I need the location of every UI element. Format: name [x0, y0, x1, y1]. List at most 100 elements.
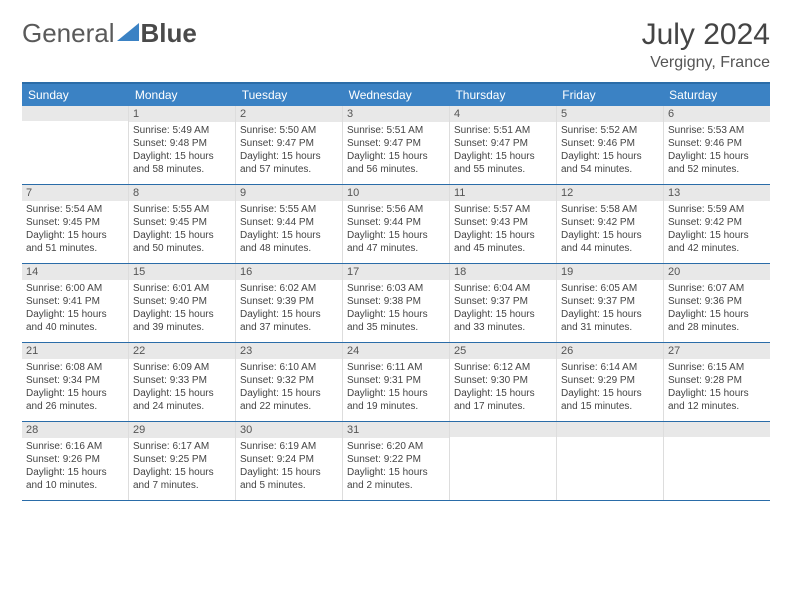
cell-line: Daylight: 15 hours and 55 minutes. — [454, 150, 552, 176]
cell-line: Daylight: 15 hours and 22 minutes. — [240, 387, 338, 413]
cell-line: Daylight: 15 hours and 42 minutes. — [668, 229, 766, 255]
cell-line: Daylight: 15 hours and 7 minutes. — [133, 466, 231, 492]
cell-line: Daylight: 15 hours and 40 minutes. — [26, 308, 124, 334]
location-text: Vergigny, France — [642, 54, 770, 72]
cell-line: Daylight: 15 hours and 44 minutes. — [561, 229, 659, 255]
cell-line: Sunrise: 5:49 AM — [133, 124, 231, 137]
day-number: 28 — [22, 422, 128, 438]
day-number: 5 — [557, 106, 663, 122]
cell-body — [664, 437, 770, 443]
calendar-cell — [664, 422, 770, 500]
cell-body: Sunrise: 6:10 AMSunset: 9:32 PMDaylight:… — [236, 359, 342, 417]
calendar: SundayMondayTuesdayWednesdayThursdayFrid… — [22, 82, 770, 501]
cell-line: Sunset: 9:46 PM — [668, 137, 766, 150]
calendar-cell: 26Sunrise: 6:14 AMSunset: 9:29 PMDayligh… — [557, 343, 664, 421]
cell-line: Daylight: 15 hours and 10 minutes. — [26, 466, 124, 492]
calendar-week: 21Sunrise: 6:08 AMSunset: 9:34 PMDayligh… — [22, 343, 770, 422]
calendar-week: 28Sunrise: 6:16 AMSunset: 9:26 PMDayligh… — [22, 422, 770, 501]
calendar-cell — [450, 422, 557, 500]
page-title: July 2024 — [642, 18, 770, 52]
day-number: 8 — [129, 185, 235, 201]
cell-line: Sunrise: 5:55 AM — [240, 203, 338, 216]
day-number: 9 — [236, 185, 342, 201]
cell-line: Sunrise: 5:51 AM — [347, 124, 445, 137]
cell-line: Daylight: 15 hours and 35 minutes. — [347, 308, 445, 334]
cell-line: Sunset: 9:36 PM — [668, 295, 766, 308]
day-number: 31 — [343, 422, 449, 438]
day-number: 23 — [236, 343, 342, 359]
cell-line: Sunset: 9:42 PM — [561, 216, 659, 229]
cell-line: Sunrise: 5:57 AM — [454, 203, 552, 216]
calendar-cell: 9Sunrise: 5:55 AMSunset: 9:44 PMDaylight… — [236, 185, 343, 263]
cell-body: Sunrise: 6:03 AMSunset: 9:38 PMDaylight:… — [343, 280, 449, 338]
cell-body: Sunrise: 5:51 AMSunset: 9:47 PMDaylight:… — [450, 122, 556, 180]
cell-body — [557, 437, 663, 443]
cell-body: Sunrise: 5:56 AMSunset: 9:44 PMDaylight:… — [343, 201, 449, 259]
cell-body: Sunrise: 6:04 AMSunset: 9:37 PMDaylight:… — [450, 280, 556, 338]
cell-line: Sunset: 9:47 PM — [240, 137, 338, 150]
day-number: 26 — [557, 343, 663, 359]
brand-logo: General Blue — [22, 18, 197, 49]
day-header: Tuesday — [236, 84, 343, 106]
cell-line: Daylight: 15 hours and 12 minutes. — [668, 387, 766, 413]
day-header: Friday — [556, 84, 663, 106]
cell-line: Sunset: 9:48 PM — [133, 137, 231, 150]
day-number: 4 — [450, 106, 556, 122]
cell-line: Sunset: 9:47 PM — [454, 137, 552, 150]
cell-line: Daylight: 15 hours and 58 minutes. — [133, 150, 231, 176]
calendar-cell: 23Sunrise: 6:10 AMSunset: 9:32 PMDayligh… — [236, 343, 343, 421]
calendar-cell: 18Sunrise: 6:04 AMSunset: 9:37 PMDayligh… — [450, 264, 557, 342]
cell-body: Sunrise: 6:01 AMSunset: 9:40 PMDaylight:… — [129, 280, 235, 338]
calendar-cell: 3Sunrise: 5:51 AMSunset: 9:47 PMDaylight… — [343, 106, 450, 184]
cell-line: Daylight: 15 hours and 54 minutes. — [561, 150, 659, 176]
cell-line: Sunrise: 6:05 AM — [561, 282, 659, 295]
calendar-cell: 10Sunrise: 5:56 AMSunset: 9:44 PMDayligh… — [343, 185, 450, 263]
cell-line: Daylight: 15 hours and 33 minutes. — [454, 308, 552, 334]
brand-part2: Blue — [141, 18, 197, 48]
day-header: Monday — [129, 84, 236, 106]
cell-line: Sunset: 9:43 PM — [454, 216, 552, 229]
calendar-cell: 13Sunrise: 5:59 AMSunset: 9:42 PMDayligh… — [664, 185, 770, 263]
calendar-body: 1Sunrise: 5:49 AMSunset: 9:48 PMDaylight… — [22, 106, 770, 501]
cell-line: Sunrise: 6:04 AM — [454, 282, 552, 295]
cell-body: Sunrise: 6:05 AMSunset: 9:37 PMDaylight:… — [557, 280, 663, 338]
calendar-cell: 17Sunrise: 6:03 AMSunset: 9:38 PMDayligh… — [343, 264, 450, 342]
calendar-cell: 16Sunrise: 6:02 AMSunset: 9:39 PMDayligh… — [236, 264, 343, 342]
day-number: 18 — [450, 264, 556, 280]
day-number — [557, 422, 663, 437]
calendar-cell — [22, 106, 129, 184]
cell-body — [22, 121, 128, 127]
day-header: Thursday — [449, 84, 556, 106]
calendar-cell: 25Sunrise: 6:12 AMSunset: 9:30 PMDayligh… — [450, 343, 557, 421]
day-number: 10 — [343, 185, 449, 201]
cell-body: Sunrise: 5:55 AMSunset: 9:44 PMDaylight:… — [236, 201, 342, 259]
cell-line: Daylight: 15 hours and 19 minutes. — [347, 387, 445, 413]
cell-body: Sunrise: 6:19 AMSunset: 9:24 PMDaylight:… — [236, 438, 342, 496]
cell-body: Sunrise: 6:17 AMSunset: 9:25 PMDaylight:… — [129, 438, 235, 496]
cell-body: Sunrise: 5:59 AMSunset: 9:42 PMDaylight:… — [664, 201, 770, 259]
cell-line: Sunset: 9:31 PM — [347, 374, 445, 387]
cell-body: Sunrise: 5:49 AMSunset: 9:48 PMDaylight:… — [129, 122, 235, 180]
day-header: Saturday — [663, 84, 770, 106]
day-number: 2 — [236, 106, 342, 122]
day-header: Wednesday — [343, 84, 450, 106]
calendar-week: 7Sunrise: 5:54 AMSunset: 9:45 PMDaylight… — [22, 185, 770, 264]
cell-line: Sunset: 9:39 PM — [240, 295, 338, 308]
cell-line: Sunrise: 6:11 AM — [347, 361, 445, 374]
cell-line: Sunrise: 6:15 AM — [668, 361, 766, 374]
day-number: 7 — [22, 185, 128, 201]
cell-body: Sunrise: 5:53 AMSunset: 9:46 PMDaylight:… — [664, 122, 770, 180]
cell-body: Sunrise: 5:50 AMSunset: 9:47 PMDaylight:… — [236, 122, 342, 180]
cell-line: Sunrise: 6:09 AM — [133, 361, 231, 374]
cell-body: Sunrise: 6:09 AMSunset: 9:33 PMDaylight:… — [129, 359, 235, 417]
cell-body: Sunrise: 6:12 AMSunset: 9:30 PMDaylight:… — [450, 359, 556, 417]
day-number: 19 — [557, 264, 663, 280]
day-header: Sunday — [22, 84, 129, 106]
day-number: 11 — [450, 185, 556, 201]
cell-line: Sunset: 9:38 PM — [347, 295, 445, 308]
calendar-week: 14Sunrise: 6:00 AMSunset: 9:41 PMDayligh… — [22, 264, 770, 343]
cell-line: Sunset: 9:40 PM — [133, 295, 231, 308]
cell-body: Sunrise: 6:14 AMSunset: 9:29 PMDaylight:… — [557, 359, 663, 417]
cell-body: Sunrise: 6:00 AMSunset: 9:41 PMDaylight:… — [22, 280, 128, 338]
calendar-week: 1Sunrise: 5:49 AMSunset: 9:48 PMDaylight… — [22, 106, 770, 185]
